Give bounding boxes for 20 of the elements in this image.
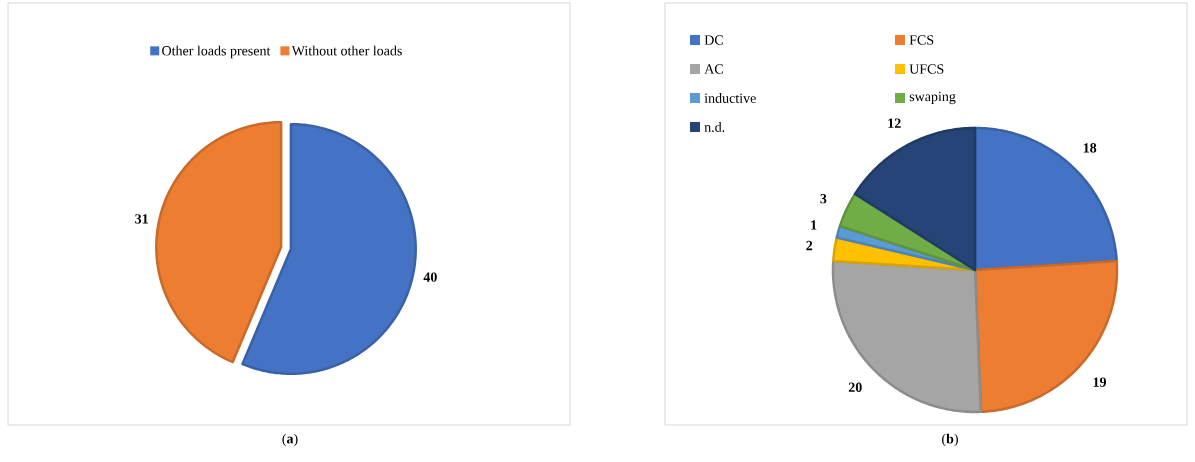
legend-label: AC xyxy=(704,64,723,74)
data-label: 12 xyxy=(888,118,901,128)
legend-label: inductive xyxy=(704,93,756,103)
legend-label: DC xyxy=(704,35,723,45)
legend-label: Without other loads xyxy=(291,45,402,56)
data-label: 19 xyxy=(1093,377,1107,387)
legend-label: n.d. xyxy=(704,122,725,132)
legend-label: FCS xyxy=(909,35,934,45)
data-label: 3 xyxy=(820,193,827,204)
legend-label: swaping xyxy=(909,91,956,105)
text: (b) xyxy=(942,433,958,447)
data-label: 20 xyxy=(848,382,862,392)
data-label: 1 xyxy=(811,220,817,230)
data-label: 2 xyxy=(806,240,813,251)
text: (a) xyxy=(282,433,298,447)
data-label: 18 xyxy=(1083,143,1097,153)
data-label: 31 xyxy=(135,214,148,224)
data-label: 40 xyxy=(423,272,437,282)
legend-label: UFCS xyxy=(909,64,944,74)
legend-label: Other loads present xyxy=(162,45,271,59)
